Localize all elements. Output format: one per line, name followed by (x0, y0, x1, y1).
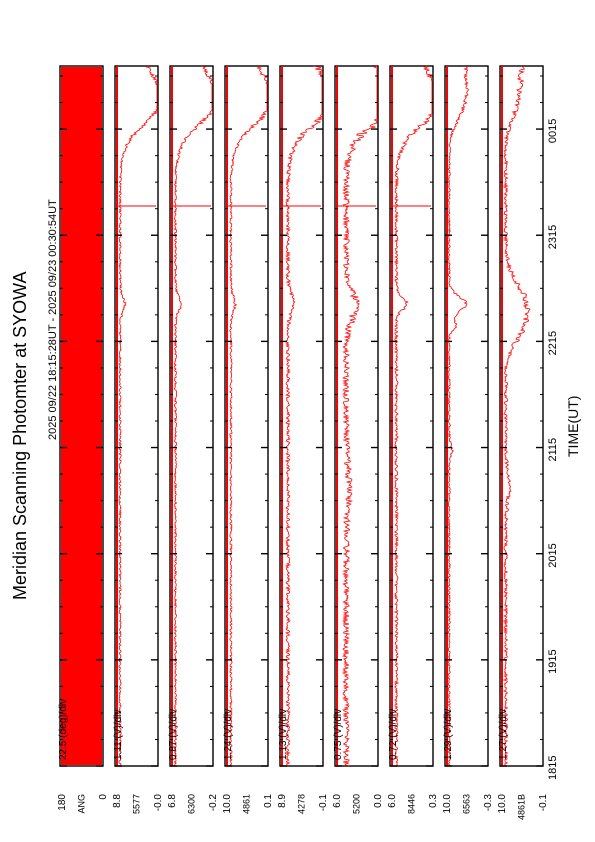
panel-6300: 0.87 (V)/div 6.8 6300 -0.2 (167, 65, 219, 814)
panel-scale: 0.75 (V)/div (333, 709, 344, 760)
data-trace (284, 65, 324, 767)
chart-subtitle: 2025 09/22 18:15:28UT - 2025 09/23 00:30… (47, 199, 59, 440)
panel-scale: 0.72 (V)/div (388, 709, 399, 760)
panel-bottom-value: 0.1 (263, 794, 274, 808)
panel-bottom-value: -0.0 (153, 794, 164, 812)
panel-channel-name: 4861B (517, 794, 527, 820)
panel-8446: 0.72 (V)/div 6.0 8446 0.3 (387, 65, 439, 814)
panel-4861: 1.24 (V)/div 10.0 4861 0.1 (222, 65, 274, 814)
x-tick-label: 2315 (547, 225, 559, 249)
panel-top-value: 10.0 (497, 794, 508, 814)
panel-4861b: 1.27 (V)/div 10.0 4861B -0.1 (497, 65, 549, 820)
panel-top-value: 10.0 (442, 794, 453, 814)
panel-frame (499, 65, 544, 767)
panel-top-value: 6.8 (167, 794, 178, 808)
panel-frame (224, 65, 269, 767)
data-trace (228, 65, 268, 767)
panel-bottom-value: -0.2 (208, 794, 219, 812)
panel-scale: 1.11 (V)/div (113, 710, 124, 760)
panel-bottom-value: 0.3 (428, 794, 439, 808)
panel-channel-name: 5200 (352, 794, 362, 814)
panel-scale: 0.87 (V)/div (168, 709, 179, 760)
panel-top-value: 10.0 (222, 794, 233, 814)
panel-channel-name: 4861 (242, 794, 252, 814)
panel-6563: 1.29 (V)/div 10.0 6563 -0.3 (442, 65, 494, 814)
panel-channel-name: 4278 (297, 794, 307, 814)
panel-bottom-value: -0.3 (483, 794, 494, 812)
panel-bottom-value: -0.1 (538, 794, 549, 812)
panel-top-value: 6.0 (332, 794, 343, 808)
panel-scale: 1.27 (V)/div (498, 709, 509, 760)
panel-ang: 22.5 (deg)/div 180 ANG 0 (57, 65, 109, 814)
panel-channel-name: 5577 (132, 794, 142, 814)
panel-bottom-value: -0.1 (318, 794, 329, 812)
panel-channel-name: ANG (77, 794, 87, 814)
x-tick-label: 0015 (547, 119, 559, 143)
panel-frame (334, 65, 379, 767)
x-tick-label: 2115 (547, 438, 559, 462)
panel-channel-name: 8446 (407, 794, 417, 814)
panel-scale: 1.29 (V)/div (443, 709, 454, 760)
panel-top-value: 180 (57, 794, 68, 811)
data-trace (341, 65, 378, 767)
panel-frame (114, 65, 159, 767)
data-trace (447, 65, 469, 767)
panel-frame (389, 65, 434, 767)
panel-scale: 22.5 (deg)/div (58, 699, 69, 760)
data-trace (173, 65, 213, 767)
panel-top-value: 6.0 (387, 794, 398, 808)
panel-frame (59, 65, 104, 767)
panel-frame (279, 65, 324, 767)
panel-bottom-value: 0.0 (373, 794, 384, 808)
panel-bottom-value: 0 (98, 794, 109, 800)
panel-scale: 1.24 (V)/div (223, 709, 234, 760)
data-trace (118, 65, 159, 767)
panel-channel-name: 6300 (187, 794, 197, 814)
x-axis-label: TIME(UT) (565, 396, 581, 457)
panel-top-value: 8.8 (112, 794, 123, 808)
panel-4278: 1.13 (V)/div 8.9 4278 -0.1 (277, 65, 329, 814)
x-tick-label: 1915 (547, 649, 559, 673)
panel-frame (169, 65, 214, 767)
panel-scale: 1.13 (V)/div (278, 709, 289, 760)
data-trace (393, 65, 434, 767)
x-tick-label: 2015 (547, 543, 559, 567)
panel-frame (444, 65, 489, 767)
angle-data-fill (61, 67, 102, 765)
data-trace (502, 65, 531, 767)
x-tick-label: 1815 (547, 756, 559, 780)
panel-5577: 1.11 (V)/div 8.8 5577 -0.0 (112, 65, 164, 814)
panel-top-value: 8.9 (277, 794, 288, 808)
panel-channel-name: 6563 (462, 794, 472, 814)
panel-5200: 0.75 (V)/div 6.0 5200 0.0 (332, 65, 384, 814)
x-tick-label: 2215 (547, 331, 559, 355)
chart-title: Meridian Scanning Photomter at SYOWA (10, 272, 30, 600)
